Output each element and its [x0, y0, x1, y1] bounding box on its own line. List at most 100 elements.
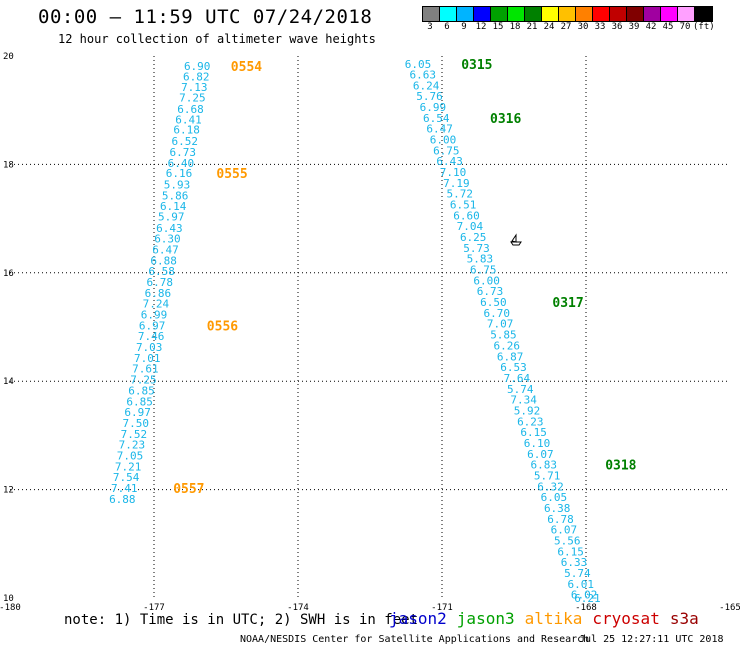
- wave-height-value: 6.23: [517, 415, 544, 428]
- satellite-legend: jason2 jason3 altika cryosat s3a: [389, 609, 709, 628]
- legend-label: 39: [628, 22, 640, 32]
- wave-height-value: 7.13: [181, 81, 208, 94]
- pass-time-label: 0554: [231, 60, 262, 75]
- wave-height-value: 7.46: [138, 330, 165, 343]
- legend-swatch: [474, 7, 491, 21]
- legend-swatch: [644, 7, 661, 21]
- satellite-name-cryosat: cryosat: [592, 609, 660, 628]
- wave-height-value: 6.73: [477, 285, 504, 298]
- legend-swatch: [423, 7, 440, 21]
- wave-height-value: 6.47: [152, 243, 179, 256]
- wave-height-value: 6.30: [154, 233, 181, 246]
- wave-height-value: 6.53: [500, 361, 527, 374]
- wave-height-value: 7.23: [119, 439, 146, 452]
- satellite-name-s3a: s3a: [669, 609, 699, 628]
- wave-height-value: 6.25: [460, 231, 487, 244]
- wave-height-value: 6.58: [148, 265, 175, 278]
- wave-height-value: 6.83: [531, 459, 558, 472]
- wave-height-value: 6.32: [537, 480, 564, 493]
- wave-height-value: 6.87: [497, 350, 524, 363]
- wave-height-value: 6.05: [405, 58, 432, 71]
- legend-label: 6: [444, 22, 450, 32]
- pass-time-label: 0316: [490, 112, 521, 127]
- legend-label: 24: [543, 22, 555, 32]
- legend-label: (ft): [693, 22, 715, 32]
- wave-height-value: 7.21: [115, 460, 142, 473]
- legend-label: 42: [645, 22, 657, 32]
- wave-height-value: 7.19: [443, 177, 470, 190]
- satellite-name-altika: altika: [524, 609, 583, 628]
- wave-height-value: 7.01: [134, 352, 161, 365]
- wave-height-value: 6.16: [166, 167, 193, 180]
- pass-labels: 0554 0555 0556 0557 0315 0316 0317 0318: [173, 58, 636, 497]
- legend-label: 36: [611, 22, 623, 32]
- legend-label: 18: [509, 22, 521, 32]
- wave-height-value: 6.51: [450, 199, 477, 212]
- credit-text: NOAA/NESDIS Center for Satellite Applica…: [240, 634, 590, 645]
- y-tick-label: 10: [3, 594, 14, 604]
- wave-height-value: 6.14: [160, 200, 187, 213]
- pass-time-label: 0555: [216, 167, 247, 182]
- chart-subtitle: 12 hour collection of altimeter wave hei…: [58, 32, 376, 46]
- wave-height-value: 6.21: [574, 592, 601, 605]
- wave-height-value: 7.54: [113, 471, 140, 484]
- wave-height-value: 6.60: [453, 209, 480, 222]
- pass-time-label: 0557: [173, 482, 204, 497]
- pass-time-label: 0315: [461, 58, 492, 73]
- wave-height-value: 6.47: [426, 123, 453, 136]
- wave-height-value: 5.74: [564, 567, 591, 580]
- wave-height-value: 5.72: [447, 188, 474, 201]
- wave-height-value: 6.00: [473, 274, 500, 287]
- wave-height-value: 6.15: [520, 426, 547, 439]
- legend-label: 70: [679, 22, 691, 32]
- legend-swatch: [508, 7, 525, 21]
- wave-height-value: 5.97: [158, 210, 185, 223]
- wave-height-value: 5.71: [534, 470, 561, 483]
- wave-height-value: 6.88: [109, 493, 136, 506]
- x-tick-label: -168: [575, 603, 597, 613]
- wave-height-value: 6.75: [470, 264, 497, 277]
- wave-height-value: 5.76: [416, 90, 443, 103]
- legend-label: 9: [461, 22, 467, 32]
- legend-swatch: [440, 7, 457, 21]
- wave-height-value: 6.02: [571, 589, 598, 602]
- legend-label: 27: [560, 22, 572, 32]
- wave-height-value: 6.50: [480, 296, 507, 309]
- wave-height-value: 6.33: [561, 556, 588, 569]
- units-note: note: 1) Time is in UTC; 2) SWH is in fe…: [64, 612, 419, 628]
- wave-height-value: 6.90: [184, 60, 211, 73]
- pass-time-label: 0317: [552, 296, 583, 311]
- wave-height-value: 6.78: [547, 513, 574, 526]
- wave-height-value: 6.24: [413, 79, 440, 92]
- y-tick-label: 20: [3, 52, 14, 62]
- axis-ticks: -180 -177 -174 -171 -168 -165 10 12 14 16 18 20: [0, 52, 740, 613]
- x-tick-label: -171: [431, 603, 453, 613]
- y-tick-label: 18: [3, 160, 14, 170]
- wave-height-value: 6.78: [147, 276, 174, 289]
- wave-height-value: 6.85: [128, 384, 155, 397]
- x-tick-label: -180: [0, 603, 21, 613]
- wave-height-value: 6.63: [410, 68, 437, 81]
- wave-height-value: 6.82: [183, 71, 210, 84]
- wave-height-value: 6.68: [177, 103, 204, 116]
- wave-height-value: 6.73: [170, 146, 197, 159]
- wave-height-value: 6.18: [173, 124, 200, 137]
- wave-height-points: 6.906.827.137.256.686.416.186.526.736.40…: [109, 58, 601, 605]
- boat-icon: [510, 233, 522, 246]
- legend-swatch: [525, 7, 542, 21]
- wave-height-value: 5.56: [554, 535, 581, 548]
- wave-height-value: 7.34: [510, 394, 537, 407]
- wave-height-value: 6.05: [541, 491, 568, 504]
- wave-height-value: 6.01: [567, 578, 594, 591]
- y-tick-label: 12: [3, 486, 14, 496]
- wave-height-value: 7.25: [179, 92, 206, 105]
- wave-height-value: 6.70: [483, 307, 510, 320]
- wave-height-value: 5.86: [162, 189, 189, 202]
- wave-height-value: 6.43: [156, 222, 183, 235]
- color-scale-legend: [422, 6, 713, 22]
- legend-label: 30: [577, 22, 589, 32]
- map-grid: [10, 56, 730, 598]
- wave-height-value: 6.97: [139, 319, 166, 332]
- wave-height-value: 6.43: [436, 155, 463, 168]
- wave-height-value: 6.38: [544, 502, 571, 515]
